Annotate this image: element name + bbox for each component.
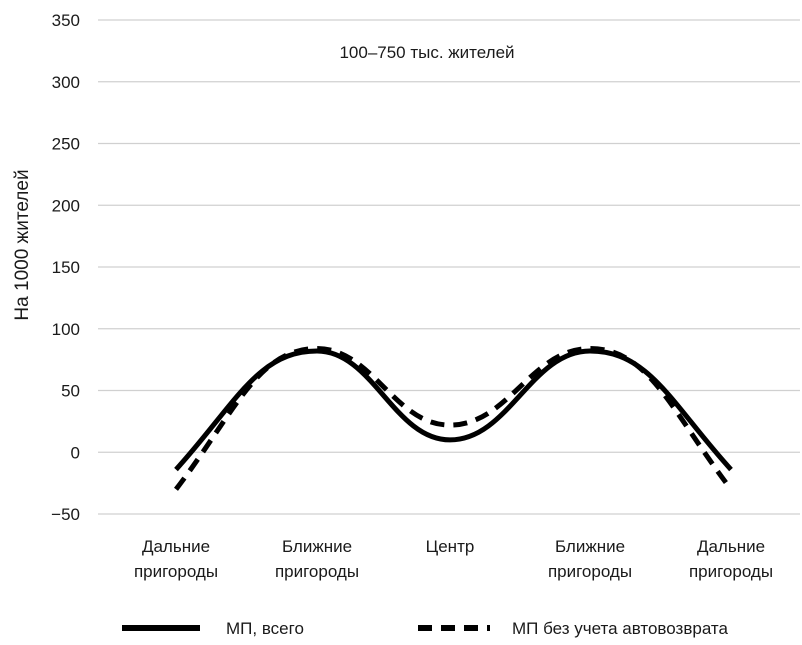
x-category-label-line: Центр	[426, 537, 475, 556]
y-tick-label: 300	[52, 73, 80, 92]
y-tick-label: 200	[52, 196, 80, 215]
x-category-label: Дальние пригороды	[689, 537, 773, 581]
legend-label: МП, всего	[226, 619, 304, 638]
y-tick-label: −50	[51, 505, 80, 524]
y-tick-label: 50	[61, 382, 80, 401]
x-axis-categories: Дальние пригороды Ближние пригороды Центр Бли…	[134, 537, 773, 581]
legend: МП, всего МП без учета автовозврата	[122, 619, 728, 638]
y-axis-label: На 1000 жителей	[12, 169, 33, 320]
y-tick-label: 350	[52, 11, 80, 30]
x-category-label-line: пригороды	[134, 562, 218, 581]
x-category-label: Ближние пригороды	[275, 537, 359, 581]
x-category-label-line: пригороды	[275, 562, 359, 581]
y-tick-label: 150	[52, 258, 80, 277]
legend-label: МП без учета автовозврата	[512, 619, 728, 638]
x-category-label-line: Дальние	[142, 537, 210, 556]
x-category-label: Центр	[426, 537, 475, 556]
series-lines	[176, 348, 731, 489]
x-category-label: Ближние пригороды	[548, 537, 632, 581]
series-line-dashed	[176, 349, 731, 490]
x-category-label-line: Ближние	[282, 537, 352, 556]
x-category-label-line: пригороды	[548, 562, 632, 581]
chart-subtitle: 100–750 тыс. жителей	[339, 43, 514, 62]
x-category-label: Дальние пригороды	[134, 537, 218, 581]
y-axis-ticks: −50 0 50 100 150 200 250 300 350	[51, 11, 80, 524]
y-tick-label: 100	[52, 320, 80, 339]
y-tick-label: 0	[71, 443, 80, 462]
y-tick-label: 250	[52, 135, 80, 154]
x-category-label-line: пригороды	[689, 562, 773, 581]
x-category-label-line: Дальние	[697, 537, 765, 556]
x-category-label-line: Ближние	[555, 537, 625, 556]
